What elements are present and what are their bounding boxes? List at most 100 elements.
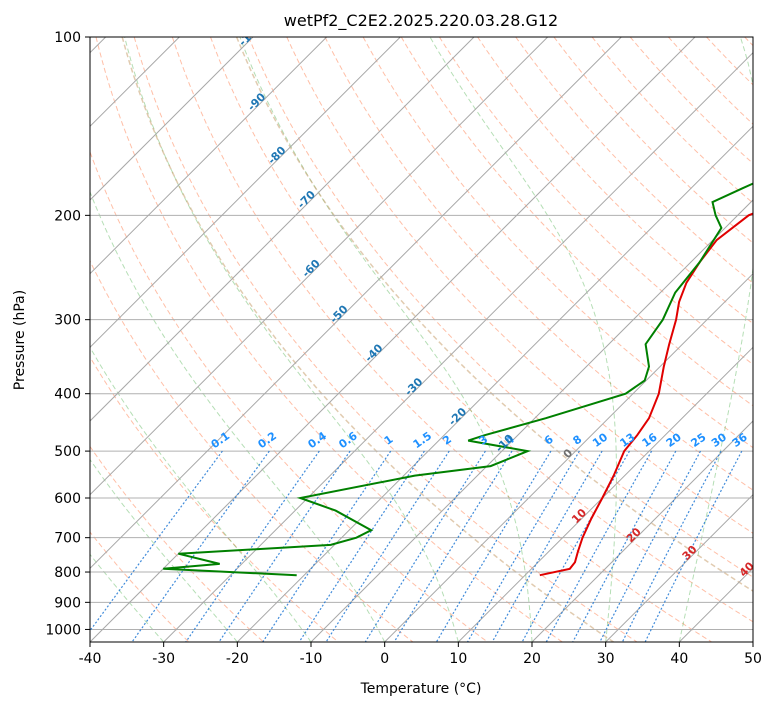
line-labels: 0.1 0.2 0.4 0.6 1 1.5 2 3 4 6 8 10 13 16 20 25 30 36-100-… [209,20,757,580]
mixing-ratio-line [521,450,631,642]
mixing-ratio-label: 0.2 [256,429,279,451]
moist-adiabat-line [90,346,312,642]
plot-area: 0.1 0.2 0.4 0.6 1 1.5 2 3 4 6 8 10 13 16 20 25 30 36-100-… [90,20,757,642]
moist-adiabat-label: 10 [569,506,589,526]
mixing-ratio-label: 0.4 [306,429,330,451]
dry-adiabat-line [90,259,414,642]
y-axis-label: Pressure (hPa) [12,290,28,390]
mixing-ratio-line [185,450,320,642]
dry-adiabat-label: -100 [236,20,265,49]
dry-adiabat-line [90,356,339,642]
x-tick-label: 10 [449,651,467,667]
y-tick-label: 400 [54,387,81,403]
moist-adiabat-line [124,37,459,642]
isotherm-line [236,125,753,642]
isotherm-line [531,420,753,642]
moist-adiabat-line [90,458,238,642]
isotherm-line [605,493,753,642]
mixing-ratio-label: 6 [542,433,556,448]
dry-adiabat-label: -30 [402,375,425,398]
mixing-ratio-label: 0.1 [209,429,232,451]
x-tick-label: -40 [79,651,102,667]
isotherm-line [90,37,328,275]
isotherm-line [90,37,696,642]
y-tick-label: 300 [54,313,81,329]
dry-adiabat-line [362,37,753,449]
dry-adiabat-label: -90 [245,90,268,113]
isotherm-gridlines [90,37,753,642]
mixing-ratio-line [599,450,702,642]
y-tick-label: 900 [54,595,81,611]
mixing-ratio-label: 16 [640,430,660,450]
mixing-ratio-line [393,450,513,642]
moist-adiabat-line [429,37,617,642]
isotherm-line [310,199,753,642]
y-axis: 100 200 300 400 500 600 700 800 900 1000 [45,30,90,638]
dry-adiabat-line [133,37,638,642]
isotherm-line [90,37,622,570]
y-tick-label: 800 [54,565,81,581]
dry-adiabat-line [400,37,753,407]
dry-adiabat-line [515,37,753,284]
dewpoint-profile-line [163,182,753,577]
mixing-ratio-line [131,450,270,642]
mixing-ratio-line [90,450,223,632]
mixing-ratio-line [298,450,425,642]
mixing-ratio-line [435,450,552,642]
mixing-ratio-label: 2 [440,433,454,448]
mixing-ratio-line [262,450,392,642]
x-tick-label: 0 [380,651,389,667]
dry-adiabats [90,37,753,642]
x-tick-label: -20 [226,651,249,667]
mixing-ratio-line [545,450,653,642]
dry-adiabat-label: -80 [265,144,288,167]
moist-adiabat-label: 40 [737,559,757,579]
isotherm-line [384,272,753,642]
moist-adiabats [90,37,753,642]
y-tick-label: 600 [54,491,81,507]
y-tick-label: 500 [54,444,81,460]
mixing-ratio-line [491,450,603,642]
dry-adiabat-line [90,531,190,642]
x-tick-label: 30 [597,651,615,667]
isotherm-line [90,37,475,422]
temperature-profile-line [539,212,753,577]
dry-adiabat-line [95,37,563,642]
isotherm-line [457,346,753,642]
y-tick-label: 700 [54,531,81,547]
moist-adiabat-line [239,37,533,642]
mixing-ratio-label: 13 [617,431,637,450]
x-axis: -40 -30 -20 -10 0 10 20 30 40 50 [79,642,762,667]
moist-adiabat-label: 20 [624,525,644,545]
moist-adiabat-line [235,37,753,592]
isotherm-line [90,37,401,349]
y-tick-label: 200 [54,208,81,224]
dry-adiabat-label: -70 [295,188,318,211]
plot-frame [89,36,754,643]
dry-adiabat-label: -50 [327,302,350,325]
x-tick-label: -10 [300,651,323,667]
mixing-ratio-lines [90,450,743,642]
dry-adiabat-line [248,37,753,578]
dry-adiabat-label: -60 [300,257,323,280]
mixing-ratio-line [644,450,743,642]
moist-adiabat-line [90,190,386,642]
x-tick-label: 50 [744,651,762,667]
moist-adiabat-line [121,37,614,642]
x-axis-label: Temperature (°C) [360,681,482,697]
dry-adiabat-line [286,37,753,534]
isotherm-line [752,641,753,642]
mixing-ratio-line [364,450,486,642]
mixing-ratio-label: 1.5 [411,429,434,451]
dry-adiabat-line [90,445,264,642]
moist-adiabat-line [752,640,753,642]
x-tick-label: 40 [670,651,688,667]
dry-adiabat-line [438,37,753,366]
sounding-series [163,182,753,577]
dry-adiabat-line [171,37,712,642]
dry-adiabat-line [744,37,753,47]
mixing-ratio-line [572,450,677,642]
x-tick-label: -30 [152,651,175,667]
y-tick-label: 1000 [45,622,81,638]
